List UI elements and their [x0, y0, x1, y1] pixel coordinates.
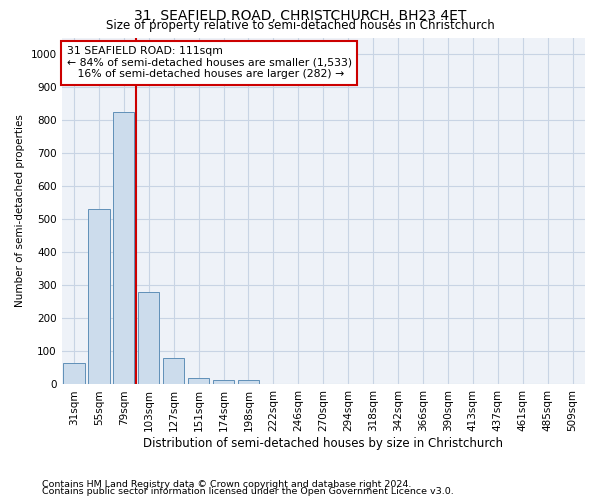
Bar [138, 292, 160, 384]
Bar [163, 358, 184, 384]
Bar [238, 380, 259, 384]
Text: 31, SEAFIELD ROAD, CHRISTCHURCH, BH23 4ET: 31, SEAFIELD ROAD, CHRISTCHURCH, BH23 4E… [134, 9, 466, 23]
Bar [113, 112, 134, 384]
Y-axis label: Number of semi-detached properties: Number of semi-detached properties [15, 114, 25, 308]
Text: Contains HM Land Registry data © Crown copyright and database right 2024.: Contains HM Land Registry data © Crown c… [42, 480, 412, 489]
Text: 31 SEAFIELD ROAD: 111sqm
← 84% of semi-detached houses are smaller (1,533)
   16: 31 SEAFIELD ROAD: 111sqm ← 84% of semi-d… [67, 46, 352, 80]
Bar [213, 380, 234, 384]
Bar [188, 378, 209, 384]
Bar [64, 363, 85, 384]
Text: Contains public sector information licensed under the Open Government Licence v3: Contains public sector information licen… [42, 487, 454, 496]
Text: Size of property relative to semi-detached houses in Christchurch: Size of property relative to semi-detach… [106, 19, 494, 32]
X-axis label: Distribution of semi-detached houses by size in Christchurch: Distribution of semi-detached houses by … [143, 437, 503, 450]
Bar [88, 210, 110, 384]
